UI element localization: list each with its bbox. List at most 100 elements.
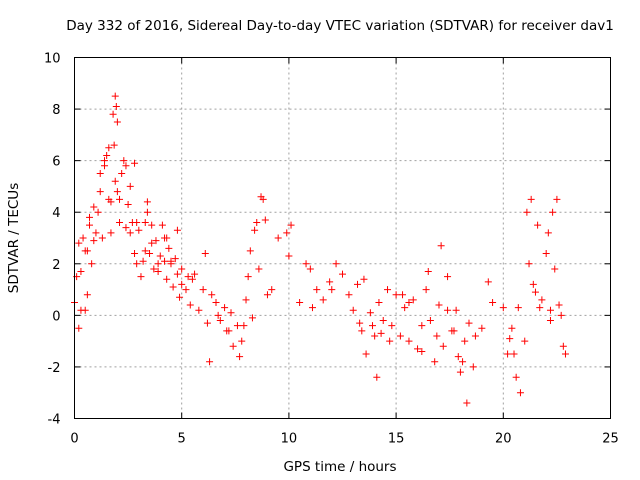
data-point (163, 234, 171, 242)
data-point (133, 219, 141, 227)
data-point (531, 288, 539, 296)
data-point (148, 221, 156, 229)
data-point (521, 337, 529, 345)
data-point (386, 337, 394, 345)
data-point (469, 363, 477, 371)
data-point (409, 296, 417, 304)
y-tick-label: 2 (52, 258, 60, 273)
data-point (529, 280, 537, 288)
data-point (461, 337, 469, 345)
data-point (148, 239, 156, 247)
data-point (319, 296, 327, 304)
data-point (126, 182, 134, 190)
data-point (510, 350, 518, 358)
data-point (188, 275, 196, 283)
data-point (242, 296, 250, 304)
data-point (306, 265, 314, 273)
data-point (255, 265, 263, 273)
data-point (124, 200, 132, 208)
data-point (332, 260, 340, 268)
data-point (418, 322, 426, 330)
data-point (538, 296, 546, 304)
data-point (512, 373, 520, 381)
data-point (484, 278, 492, 286)
data-point (120, 157, 128, 165)
data-point (111, 92, 119, 100)
data-point (146, 249, 154, 257)
data-point (221, 304, 229, 312)
data-point (358, 327, 366, 335)
data-point (375, 298, 383, 306)
data-point (182, 286, 190, 294)
data-point (122, 224, 130, 232)
data-point (131, 159, 139, 167)
data-point (354, 280, 362, 288)
data-point (81, 306, 89, 314)
data-point (471, 332, 479, 340)
data-point (98, 234, 106, 242)
data-point (444, 273, 452, 281)
data-point (561, 350, 569, 358)
data-point (463, 399, 471, 407)
data-point (274, 234, 282, 242)
data-point (313, 286, 321, 294)
data-point (216, 317, 224, 325)
data-point (131, 249, 139, 257)
grid-lines (74, 57, 611, 419)
data-point (555, 301, 563, 309)
data-point (388, 322, 396, 330)
data-point (489, 298, 497, 306)
data-point (263, 291, 271, 299)
data-point (167, 257, 175, 265)
data-point (557, 311, 565, 319)
data-point (499, 304, 507, 312)
data-point (283, 229, 291, 237)
data-point (178, 265, 186, 273)
data-point (208, 291, 216, 299)
axis-ticks: 0 5 10 15 20 25 -4 -2 0 2 4 6 8 10 (44, 52, 619, 447)
x-tick-label: 25 (602, 432, 619, 447)
x-axis-label: GPS time / hours (283, 459, 396, 475)
y-tick-label: -4 (48, 413, 61, 428)
data-point (454, 353, 462, 361)
data-point (261, 216, 269, 224)
data-point (377, 329, 385, 337)
data-point (506, 335, 514, 343)
data-point (362, 350, 370, 358)
data-point (514, 304, 522, 312)
data-point (105, 144, 113, 152)
data-point (109, 110, 117, 118)
data-point (186, 301, 194, 309)
data-point (116, 195, 124, 203)
data-point (88, 260, 96, 268)
data-point (96, 170, 104, 178)
data-point (111, 177, 119, 185)
data-point (135, 226, 143, 234)
data-point (546, 306, 554, 314)
data-point (399, 291, 407, 299)
data-point (150, 265, 158, 273)
data-point (549, 208, 557, 216)
data-point (122, 162, 130, 170)
data-point (79, 234, 87, 242)
data-point (405, 337, 413, 345)
data-point (165, 244, 173, 252)
y-axis-label: SDTVAR / TECUs (6, 183, 22, 293)
data-point (422, 286, 430, 294)
data-point (206, 358, 214, 366)
data-point (94, 208, 102, 216)
data-point (107, 229, 115, 237)
data-point (424, 268, 432, 276)
data-point (83, 247, 91, 255)
data-point (173, 270, 181, 278)
data-point (77, 268, 85, 276)
data-point (158, 221, 166, 229)
data-point (253, 219, 261, 227)
data-point (373, 373, 381, 381)
data-point (439, 342, 447, 350)
data-point (90, 203, 98, 211)
data-point (302, 260, 310, 268)
data-point (396, 332, 404, 340)
data-point (435, 301, 443, 309)
data-point (83, 291, 91, 299)
